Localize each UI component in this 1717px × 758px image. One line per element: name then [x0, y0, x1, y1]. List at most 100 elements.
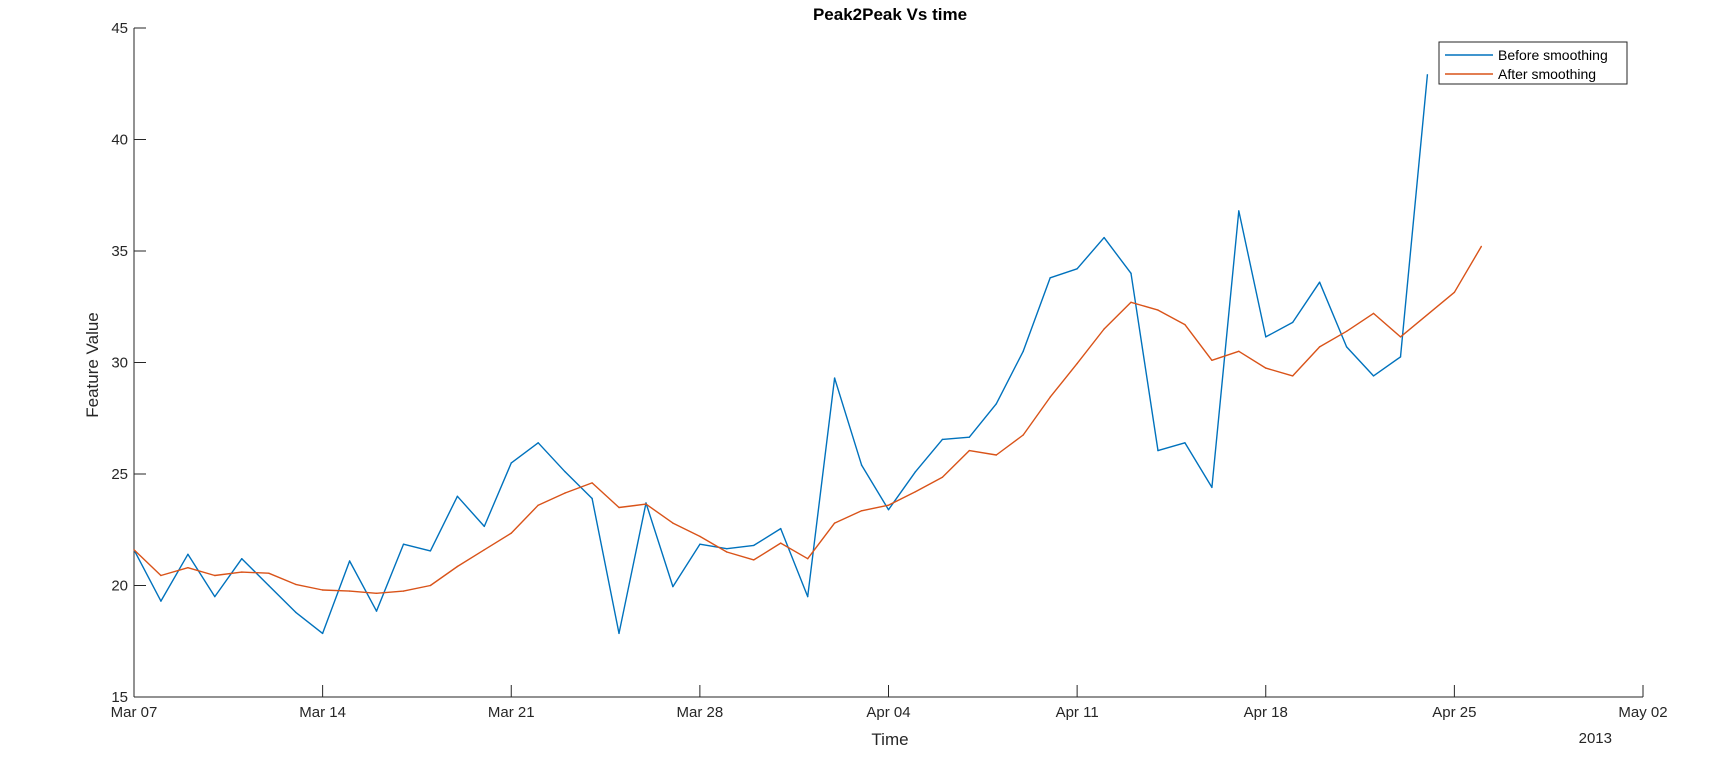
- data-point: [241, 558, 243, 560]
- data-point: [860, 510, 863, 512]
- data-point: [914, 491, 917, 493]
- data-point: [133, 549, 135, 551]
- data-point: [402, 543, 405, 545]
- x-axis-title: Time: [871, 730, 908, 749]
- data-point: [1049, 277, 1051, 279]
- data-point: [941, 438, 944, 441]
- x-tick-label: Apr 25: [1432, 704, 1476, 721]
- data-point: [833, 377, 836, 379]
- data-point: [537, 504, 539, 506]
- data-point: [753, 544, 755, 547]
- data-point: [1211, 359, 1213, 361]
- data-point: [1345, 346, 1348, 348]
- data-point: [1292, 375, 1294, 377]
- data-point: [510, 462, 512, 464]
- data-point: [1211, 486, 1213, 489]
- data-point: [214, 595, 216, 598]
- data-point: [672, 585, 674, 588]
- data-point: [375, 592, 378, 594]
- data-point: [1103, 328, 1105, 330]
- data-point: [1238, 210, 1240, 212]
- data-point: [1130, 301, 1132, 303]
- data-point: [268, 572, 270, 574]
- y-tick-label: 45: [111, 20, 128, 37]
- data-point: [699, 543, 701, 545]
- data-point: [537, 442, 539, 444]
- y-tick-label: 40: [111, 132, 128, 149]
- data-point: [887, 509, 890, 511]
- data-point: [1076, 362, 1078, 365]
- legend-box: [1438, 41, 1628, 85]
- data-point: [295, 583, 297, 586]
- y-tick-label: 30: [111, 355, 128, 372]
- data-point: [456, 565, 459, 568]
- x-tick-label: Mar 07: [111, 704, 158, 721]
- data-point: [321, 589, 324, 591]
- data-point: [214, 574, 216, 577]
- data-point: [483, 549, 485, 551]
- data-point: [402, 590, 405, 592]
- y-tick-label: 25: [111, 466, 128, 483]
- data-point: [1345, 330, 1348, 332]
- data-point: [1318, 346, 1321, 348]
- data-point: [1426, 74, 1429, 76]
- data-point: [1184, 442, 1186, 444]
- data-point: [645, 502, 647, 504]
- series-line: [133, 74, 1429, 635]
- data-point: [429, 584, 432, 587]
- x-tick-label: Mar 28: [677, 704, 724, 721]
- y-tick-label: 15: [111, 689, 128, 706]
- y-tick-label: 20: [111, 578, 128, 595]
- data-point: [456, 495, 459, 497]
- data-point: [564, 492, 566, 494]
- data-point: [618, 632, 620, 635]
- x-tick-label: Apr 18: [1244, 704, 1288, 721]
- data-point: [941, 476, 944, 478]
- data-point: [1130, 272, 1132, 274]
- data-point: [564, 471, 566, 473]
- data-point: [483, 525, 485, 528]
- legend: Before smoothing After smoothing: [1438, 41, 1628, 85]
- data-point: [1372, 312, 1375, 315]
- data-point: [1157, 449, 1159, 452]
- data-point: [1399, 356, 1402, 358]
- data-point: [995, 403, 997, 405]
- data-point: [914, 471, 917, 473]
- data-point: [1480, 245, 1483, 248]
- data-point: [348, 560, 351, 562]
- data-point: [645, 503, 647, 505]
- x-tick-label: Apr 11: [1056, 704, 1099, 721]
- data-point: [1372, 375, 1375, 377]
- series-before-smoothing: [133, 74, 1429, 635]
- data-point: [833, 522, 836, 524]
- data-point: [860, 464, 863, 466]
- series-after-smoothing: [133, 245, 1483, 594]
- data-point: [1453, 291, 1456, 293]
- data-point: [807, 595, 809, 598]
- y-axis-title: Feature Value: [83, 312, 102, 418]
- data-point: [672, 522, 674, 524]
- data-point: [1022, 434, 1024, 436]
- data-point: [1399, 336, 1402, 338]
- data-point: [348, 590, 351, 592]
- data-point: [375, 610, 378, 612]
- data-point: [807, 558, 809, 560]
- legend-label: Before smoothing: [1498, 47, 1608, 63]
- data-point: [591, 497, 593, 500]
- data-point: [1157, 309, 1159, 311]
- data-point: [1022, 350, 1024, 352]
- data-point: [726, 551, 728, 553]
- data-point: [780, 542, 782, 544]
- data-point: [753, 559, 755, 561]
- data-point: [1265, 367, 1267, 369]
- data-point: [726, 548, 728, 550]
- data-point: [1292, 321, 1294, 324]
- data-point: [268, 584, 270, 587]
- data-point: [1103, 236, 1105, 239]
- x-tick-label: Mar 21: [488, 704, 535, 721]
- data-point: [699, 535, 701, 538]
- data-point: [187, 567, 189, 569]
- data-point: [510, 532, 512, 534]
- data-point: [187, 553, 189, 555]
